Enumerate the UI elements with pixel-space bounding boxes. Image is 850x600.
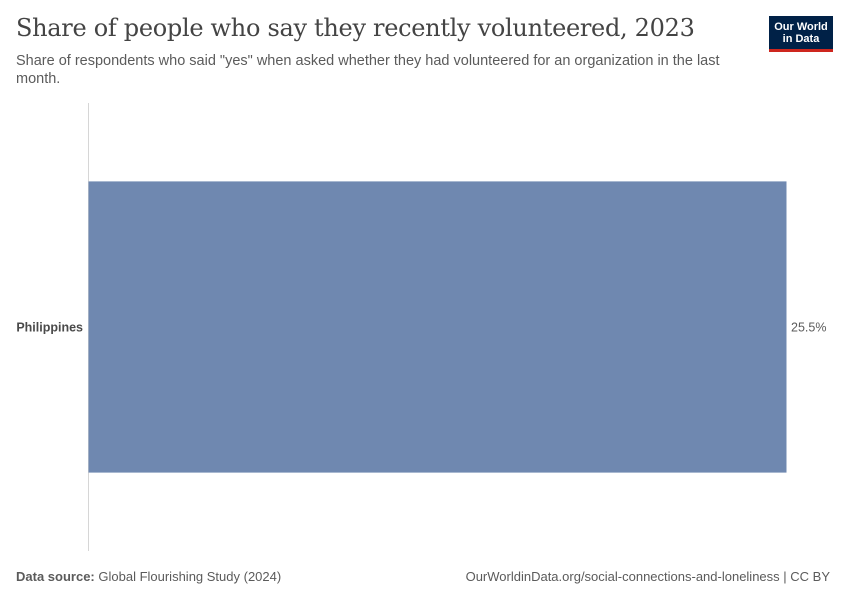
category-label: Philippines [16,321,83,335]
chart-title: Share of people who say they recently vo… [16,14,695,42]
footer-url[interactable]: OurWorldinData.org/social-connections-an… [465,569,830,584]
logo-line-2: in Data [782,33,820,45]
logo-line-1: Our World [774,21,828,33]
owid-logo[interactable]: Our World in Data [769,16,833,52]
chart-subtitle: Share of respondents who said "yes" when… [16,53,720,87]
value-label: 25.5% [791,321,826,335]
bar-philippines[interactable] [88,181,787,473]
data-source-label: Data source: [16,569,95,584]
data-source-text[interactable]: Global Flourishing Study (2024) [98,569,282,584]
data-source: Data source: Global Flourishing Study (2… [16,569,281,584]
